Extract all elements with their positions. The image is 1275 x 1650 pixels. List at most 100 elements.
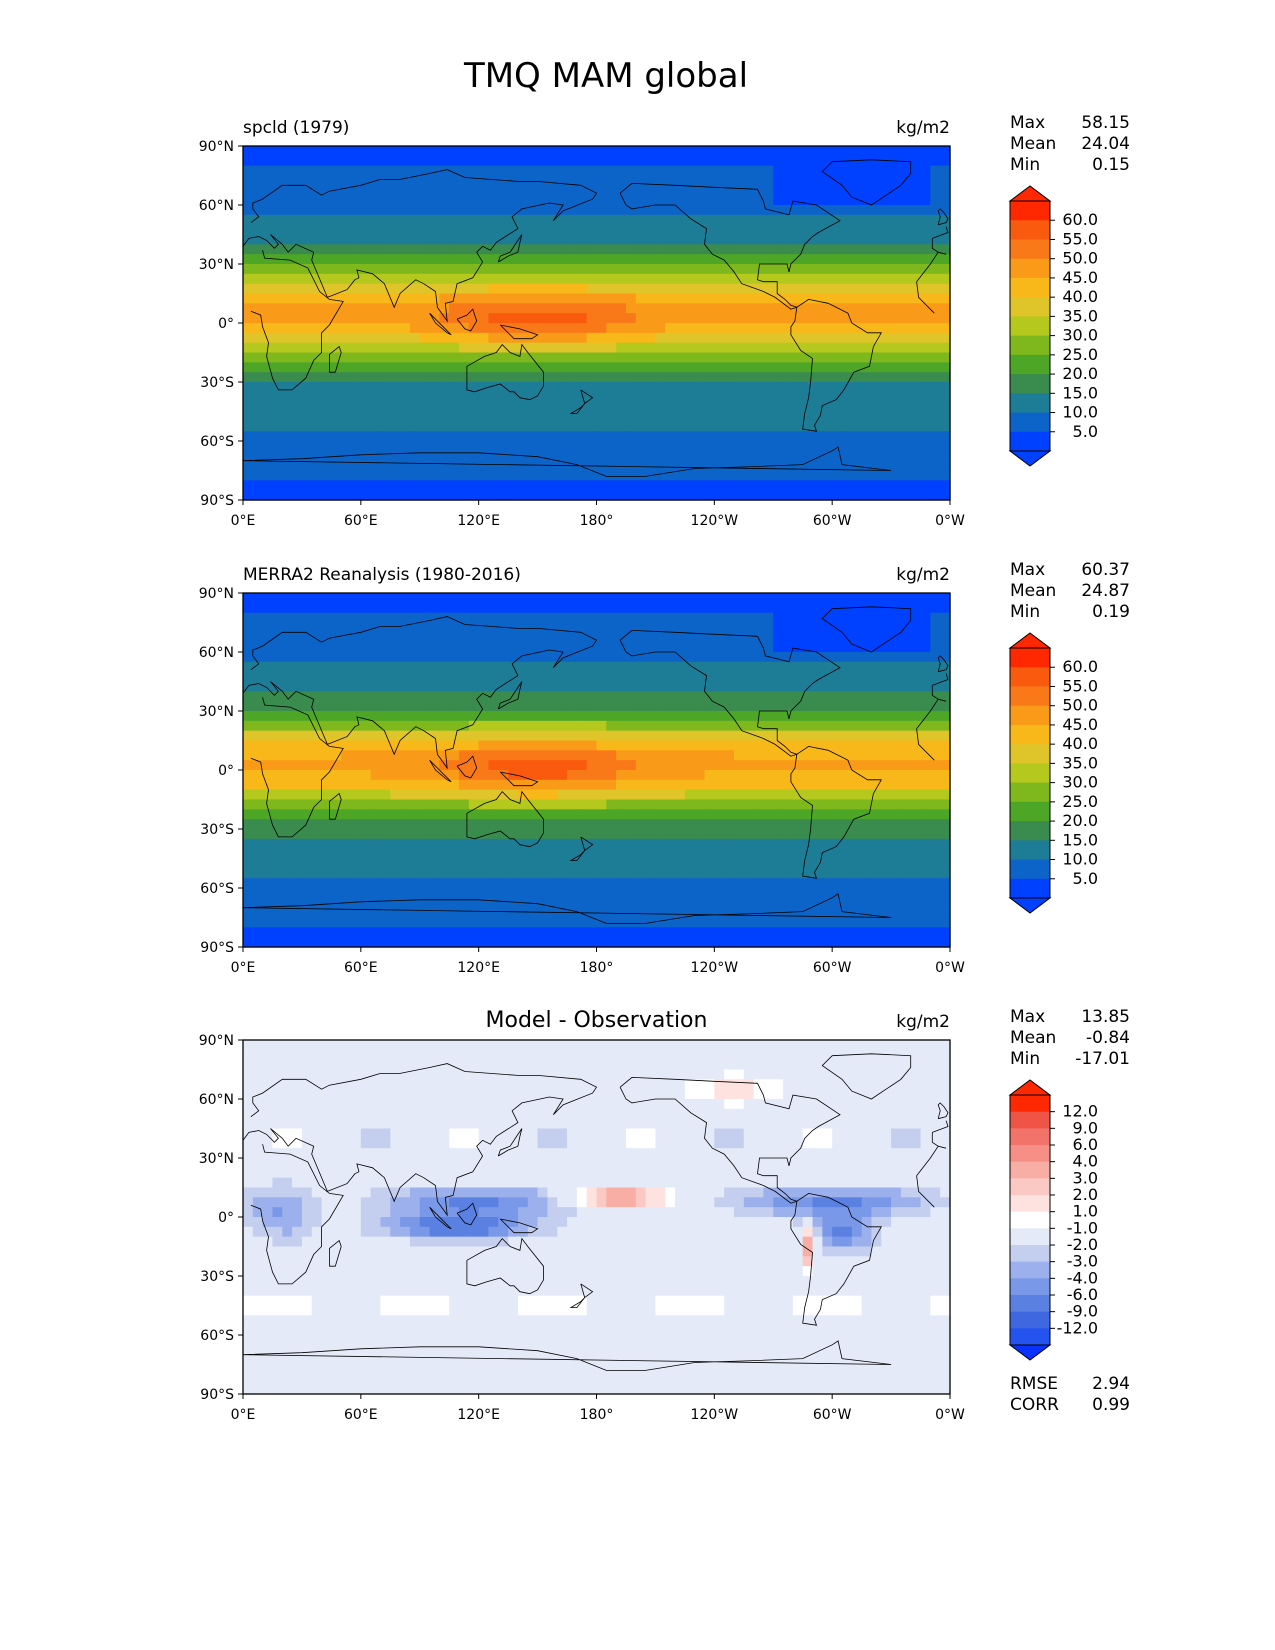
field-cell	[891, 450, 902, 462]
field-cell	[449, 779, 460, 791]
field-cell	[331, 283, 342, 295]
field-cell	[773, 848, 784, 860]
field-cell	[360, 819, 372, 830]
field-cell	[773, 293, 784, 304]
field-cell	[891, 411, 902, 422]
field-cell	[930, 391, 941, 403]
field-cell	[331, 205, 342, 216]
field-cell	[557, 234, 568, 245]
field-cell	[576, 878, 588, 889]
field-cell	[409, 770, 421, 781]
field-cell	[743, 244, 755, 255]
field-cell	[900, 652, 912, 663]
coastline	[242, 169, 598, 323]
field-cell	[498, 195, 509, 206]
field-cell	[832, 593, 843, 604]
field-cell	[331, 411, 342, 422]
field-cell	[488, 632, 499, 643]
field-cell	[586, 730, 598, 742]
field-cell	[851, 244, 863, 255]
field-cell	[360, 829, 372, 840]
field-cell	[802, 661, 814, 673]
field-cell	[400, 602, 411, 614]
field-cell	[861, 720, 873, 732]
field-cell	[586, 681, 598, 692]
field-cell	[596, 155, 607, 167]
field-cell	[262, 770, 274, 781]
field-cell	[841, 273, 853, 285]
field-cell	[341, 720, 352, 732]
field-cell	[802, 224, 814, 236]
field-cell	[409, 175, 421, 186]
field-cell	[351, 642, 362, 653]
lon-tick-label: 60°W	[813, 513, 852, 529]
field-cell	[616, 195, 627, 206]
field-cell	[900, 720, 912, 732]
field-cell	[616, 441, 627, 452]
field-cell	[773, 730, 784, 742]
field-cell	[881, 303, 892, 314]
field-cell	[262, 352, 274, 363]
field-cell	[940, 490, 951, 501]
field-cell	[449, 691, 460, 702]
field-cell	[360, 661, 372, 673]
field-cell	[665, 372, 676, 383]
field-cell	[576, 730, 588, 742]
field-cell	[409, 342, 421, 354]
field-cell	[616, 146, 627, 157]
field-cell	[409, 283, 421, 295]
field-cell	[331, 681, 342, 692]
field-cell	[331, 593, 342, 604]
field-cell	[311, 661, 323, 673]
field-cell	[292, 195, 303, 206]
field-cell	[616, 421, 627, 432]
field-cell	[262, 829, 274, 840]
field-cell	[508, 799, 519, 810]
field-cell	[832, 264, 843, 275]
field-cell	[409, 293, 421, 304]
field-cell	[380, 612, 391, 624]
field-cell	[498, 313, 509, 324]
field-cell	[714, 362, 725, 373]
field-cell	[449, 652, 460, 663]
field-cell	[527, 401, 539, 413]
lat-tick-label: 90°S	[200, 493, 234, 509]
field-cell	[508, 671, 519, 683]
field-cell	[606, 770, 617, 781]
field-cell	[684, 313, 696, 324]
field-cell	[625, 401, 637, 413]
field-cell	[625, 244, 637, 255]
field-cell	[341, 838, 352, 850]
field-cell	[596, 642, 607, 653]
field-cell	[439, 490, 450, 501]
field-cell	[792, 342, 804, 354]
field-cell	[282, 205, 293, 216]
field-cell	[557, 264, 568, 275]
field-cell	[616, 819, 627, 830]
field-cell	[802, 888, 814, 899]
field-cell	[498, 593, 509, 604]
field-cell	[930, 878, 941, 889]
field-cell	[851, 770, 863, 781]
field-cell	[478, 273, 490, 285]
field-cell	[704, 720, 715, 732]
field-cell	[292, 701, 303, 712]
field-cell	[527, 799, 539, 810]
field-cell	[508, 720, 519, 732]
field-cell	[301, 671, 313, 683]
field-cell	[478, 602, 490, 614]
field-cell	[488, 185, 499, 196]
field-cell	[360, 720, 372, 732]
field-cell	[567, 888, 578, 899]
field-cell	[724, 401, 735, 413]
field-cell	[380, 175, 391, 186]
field-cell	[616, 809, 627, 820]
field-cell	[478, 411, 490, 422]
field-cell	[812, 195, 823, 206]
field-cell	[822, 460, 833, 472]
field-cell	[645, 701, 657, 712]
field-cell	[301, 799, 313, 810]
field-cell	[881, 283, 892, 295]
coastline	[916, 281, 935, 314]
field-cell	[262, 888, 274, 899]
